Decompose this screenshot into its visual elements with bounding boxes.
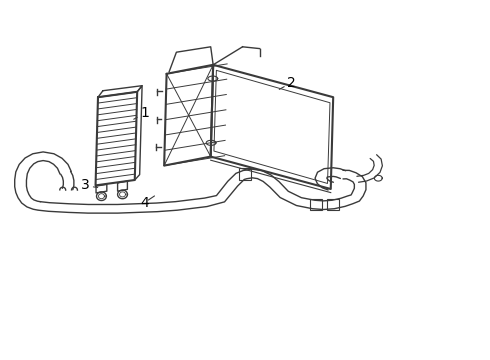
Bar — [310, 199, 322, 210]
Bar — [239, 168, 251, 180]
Text: 1: 1 — [140, 107, 149, 120]
Text: 3: 3 — [81, 179, 90, 192]
Text: 4: 4 — [140, 197, 149, 210]
Text: 2: 2 — [287, 76, 296, 90]
Bar — [327, 199, 339, 210]
